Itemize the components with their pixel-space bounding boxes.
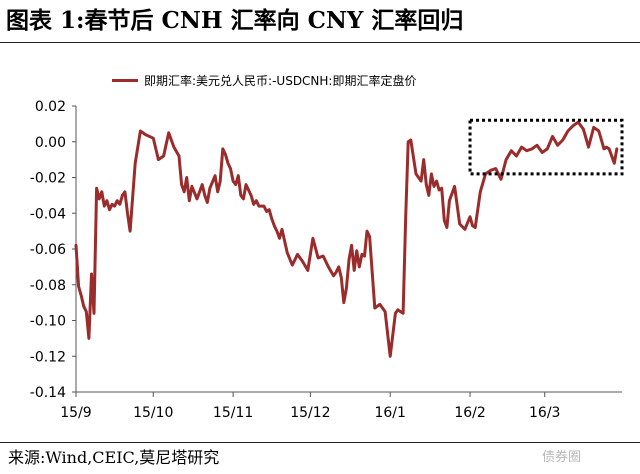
x-tick-label: 15/11 bbox=[213, 405, 253, 421]
x-tick-label: 15/12 bbox=[290, 405, 330, 421]
x-tick-label: 15/9 bbox=[60, 405, 91, 421]
x-tick-label: 16/1 bbox=[374, 405, 405, 421]
y-tick-label: -0.08 bbox=[30, 278, 66, 294]
source-note: 来源:Wind,CEIC,莫尼塔研究 bbox=[8, 448, 220, 467]
x-tick-label: 15/10 bbox=[133, 405, 173, 421]
chart-legend: 即期汇率:美元兑人民币:-USDCNH:即期汇率定盘价 bbox=[112, 71, 416, 89]
x-tick-label: 16/2 bbox=[454, 405, 485, 421]
x-tick-label: 16/3 bbox=[529, 405, 560, 421]
legend-swatch bbox=[112, 78, 138, 82]
legend-label: 即期汇率:美元兑人民币:-USDCNH:即期汇率定盘价 bbox=[144, 73, 417, 88]
y-tick-label: -0.12 bbox=[30, 349, 66, 365]
line-chart: 0.02 0.00 -0.02 -0.04 -0.06 -0.08 -0.10 -0.12 -0… bbox=[30, 99, 624, 421]
y-tick-label: 0.02 bbox=[35, 99, 66, 115]
y-tick-label: -0.14 bbox=[30, 385, 66, 401]
highlight-box bbox=[468, 118, 624, 176]
y-tick-label: -0.10 bbox=[30, 314, 66, 330]
y-tick-label: -0.04 bbox=[30, 206, 66, 222]
y-tick-label: -0.06 bbox=[30, 242, 66, 258]
figure-title: 图表 1:春节后 CNH 汇率向 CNY 汇率回归 bbox=[6, 7, 464, 34]
series-line bbox=[74, 120, 619, 358]
title-divider bbox=[0, 42, 640, 43]
source-divider bbox=[0, 442, 640, 443]
y-tick-label: -0.02 bbox=[30, 171, 66, 187]
y-tick-label: 0.00 bbox=[35, 135, 66, 151]
watermark-text: 债券圈 bbox=[542, 450, 582, 465]
